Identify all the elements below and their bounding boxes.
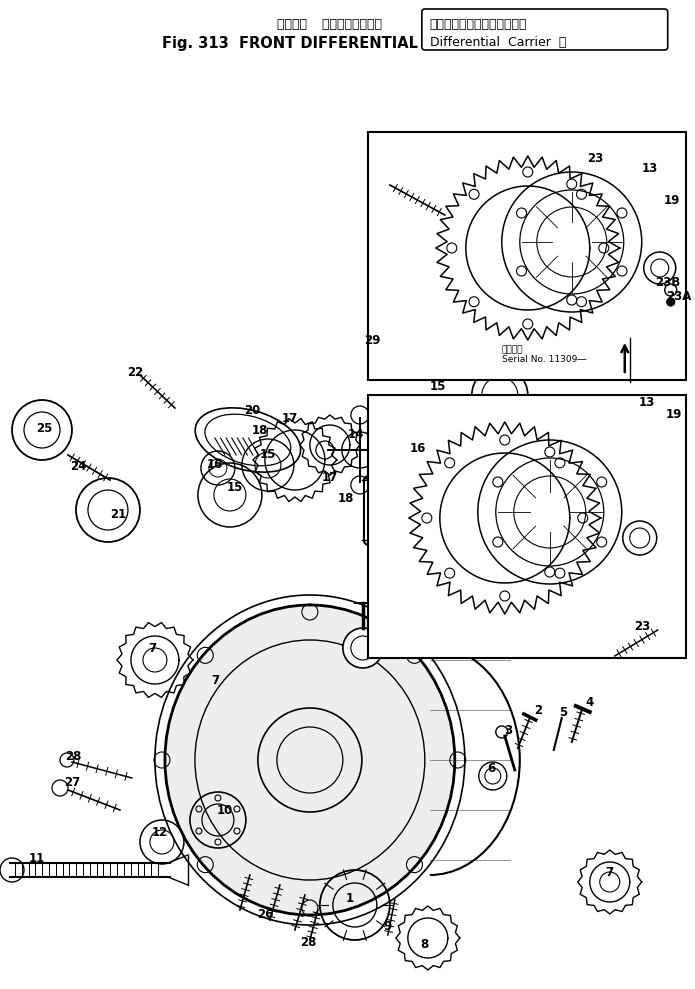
Text: 15: 15 (227, 481, 243, 494)
Text: 5: 5 (559, 705, 567, 718)
Text: 24: 24 (70, 461, 86, 474)
Text: 23: 23 (635, 620, 651, 634)
Text: 16: 16 (206, 459, 223, 472)
Text: 9: 9 (384, 921, 392, 934)
Text: 2: 2 (534, 704, 542, 717)
Text: 19: 19 (666, 408, 682, 421)
Text: 1: 1 (346, 891, 354, 905)
Text: 22: 22 (126, 366, 143, 379)
Text: 7: 7 (211, 674, 219, 686)
Text: 19: 19 (664, 194, 680, 207)
Text: 23: 23 (587, 151, 603, 164)
Bar (368, 132, 686, 380)
Text: 16: 16 (409, 441, 426, 455)
Text: 7: 7 (605, 865, 614, 878)
Text: 15: 15 (260, 448, 276, 462)
Text: 8: 8 (420, 939, 429, 951)
Text: 17: 17 (322, 471, 338, 484)
Text: 4: 4 (586, 696, 594, 709)
Text: 18: 18 (338, 492, 354, 504)
Text: 14: 14 (348, 428, 364, 441)
Text: 13: 13 (641, 161, 658, 174)
Circle shape (667, 298, 675, 306)
Circle shape (343, 628, 383, 668)
Text: 適用号番: 適用号番 (502, 345, 523, 354)
Text: 26: 26 (256, 909, 273, 922)
Text: 20: 20 (244, 404, 260, 416)
Text: Differential  Carrier  ）: Differential Carrier ） (430, 36, 566, 49)
Text: Fig. 313  FRONT DIFFERENTIAL: Fig. 313 FRONT DIFFERENTIAL (162, 36, 418, 51)
Text: 13: 13 (639, 396, 655, 408)
Text: 25: 25 (36, 421, 52, 434)
Text: 7: 7 (148, 642, 156, 655)
Bar (368, 395, 686, 658)
Text: 6: 6 (488, 762, 496, 774)
Text: 21: 21 (110, 507, 126, 520)
Text: 18: 18 (252, 423, 268, 436)
Ellipse shape (165, 605, 455, 915)
Text: 28: 28 (300, 937, 316, 949)
Text: 12: 12 (152, 826, 168, 839)
Text: 27: 27 (64, 775, 80, 788)
Text: 29: 29 (363, 333, 380, 346)
Text: 17: 17 (281, 411, 298, 424)
Text: 23B: 23B (655, 276, 680, 289)
Text: 3: 3 (504, 724, 512, 737)
Text: Serial No. 11309―: Serial No. 11309― (502, 355, 586, 364)
Text: （デファレンシャルキャリア: （デファレンシャルキャリア (430, 18, 528, 31)
Text: 11: 11 (29, 852, 45, 864)
Text: 10: 10 (217, 803, 233, 817)
Text: 23A: 23A (666, 290, 692, 303)
Text: フロント  デファレンシャル: フロント デファレンシャル (277, 18, 382, 31)
Text: 15: 15 (430, 381, 446, 394)
Text: 28: 28 (65, 751, 81, 764)
